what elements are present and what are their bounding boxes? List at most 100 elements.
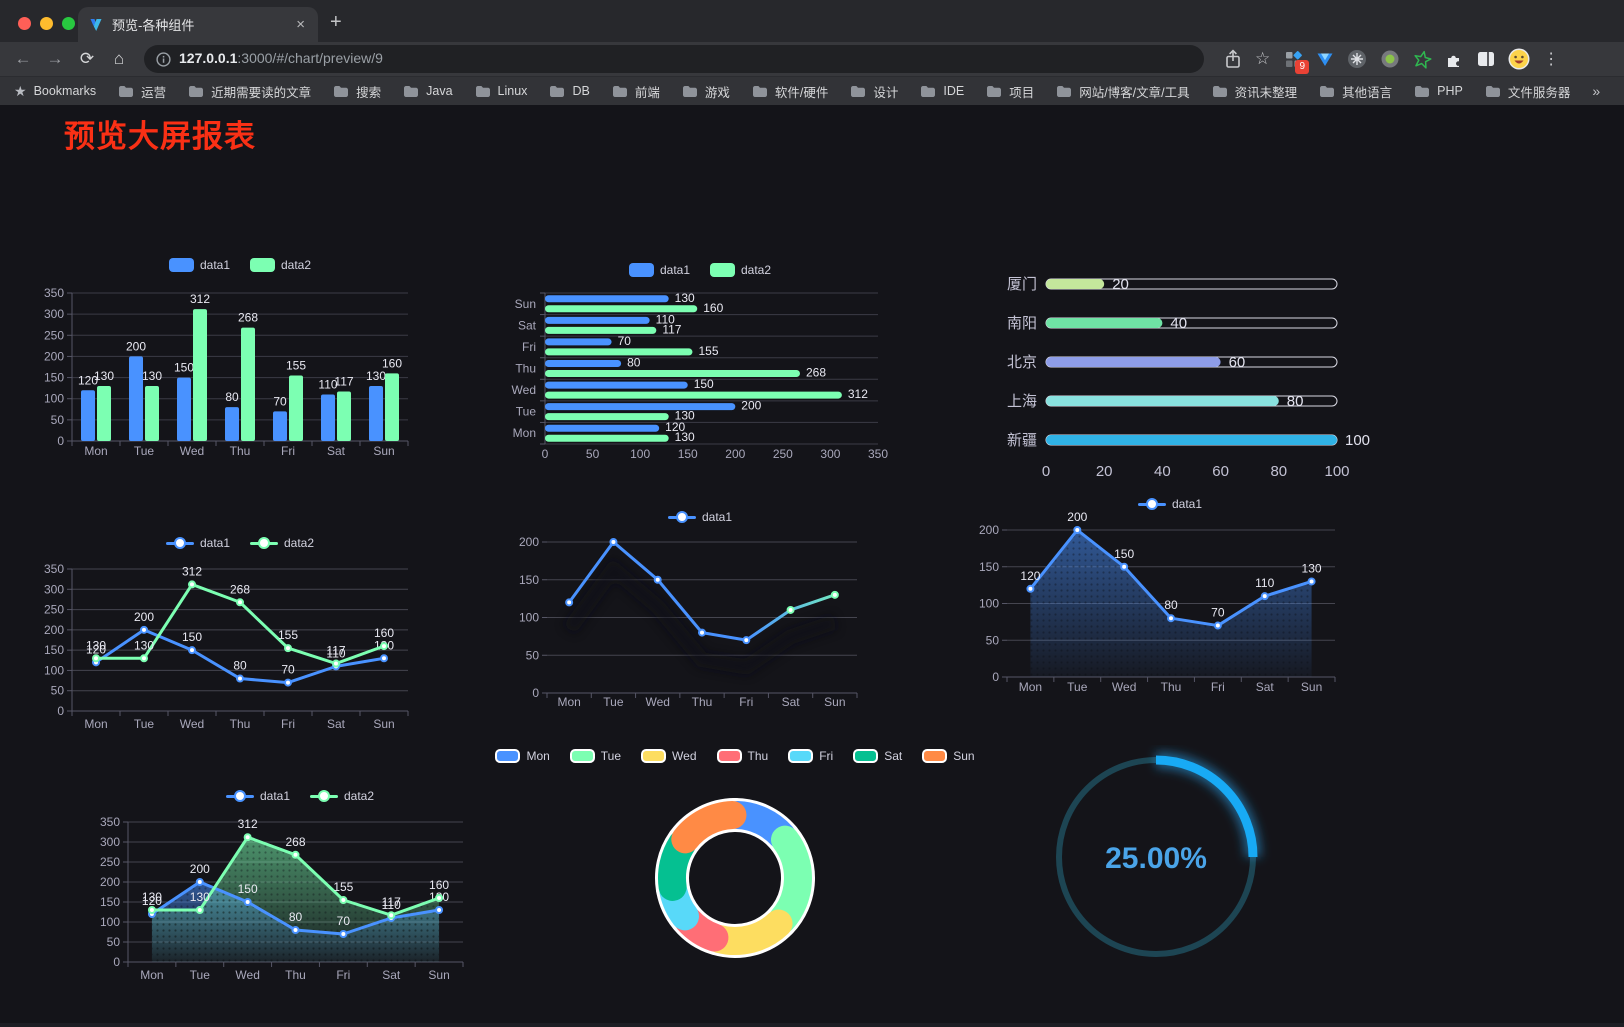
svg-text:150: 150 <box>238 882 258 896</box>
legend-item-Fri[interactable]: Fri <box>788 749 833 763</box>
bookmark-folder[interactable]: 网站/博客/文章/工具 <box>1056 82 1190 101</box>
bookmark-folder[interactable]: 近期需要读的文章 <box>188 82 311 101</box>
svg-text:117: 117 <box>382 895 401 909</box>
home-button[interactable]: ⌂ <box>113 49 125 68</box>
forward-button[interactable]: → <box>46 49 64 68</box>
bookmark-folder[interactable]: 资讯未整理 <box>1212 82 1297 101</box>
bookmark-folder[interactable]: 运营 <box>118 82 166 101</box>
chart-canvas[interactable]: 0 50 100 150 200 250 300 350 Mon Tue Wed Thu Fri Sat S… <box>90 785 510 993</box>
svg-text:Thu: Thu <box>1161 680 1182 694</box>
bookmark-folder[interactable]: 设计 <box>850 82 898 101</box>
chart-dual-line[interactable]: data1 data2 0 50 100 150 200 250 300 350 Mon Tue Wed… <box>30 533 450 745</box>
chart-dual-area[interactable]: data1 data2 0 50 100 150 200 250 300 350 Mon Tue Wed… <box>90 785 510 993</box>
close-window-button[interactable] <box>18 17 31 30</box>
legend-item-data1[interactable]: data1 <box>225 789 290 803</box>
bookmarks-overflow-chevron[interactable]: » <box>1592 83 1601 99</box>
extensions-puzzle-icon[interactable] <box>1445 50 1464 69</box>
chart-canvas[interactable]: 0 50 100 150 200 Mon Tue Wed Thu Fri Sat Sun <box>490 505 910 717</box>
legend-item-Mon[interactable]: Mon <box>495 749 550 763</box>
bookmark-folder[interactable]: 项目 <box>986 82 1034 101</box>
bookmark-folder[interactable]: 文件服务器 <box>1485 82 1570 101</box>
toolbar-actions: ☆ 9 <box>1224 48 1560 74</box>
legend-item-data2[interactable]: data2 <box>250 536 314 550</box>
svg-text:Thu: Thu <box>230 717 251 731</box>
bookmarks-root[interactable]: ★ Bookmarks <box>14 83 96 100</box>
chart-legend: data1 data2 <box>30 536 450 550</box>
chart-donut-pie[interactable]: Mon Tue Wed Thu Fri Sat Sun <box>495 745 975 990</box>
legend-item-data2[interactable]: data2 <box>710 263 771 277</box>
reload-button[interactable]: ⟳ <box>79 49 95 68</box>
svg-text:130: 130 <box>675 409 695 423</box>
new-tab-button[interactable]: + <box>330 11 342 33</box>
chart-canvas[interactable]: 厦门 20 南阳 40 北京 60 上海 80 新疆 100 0 20 40 60 80 100 <box>990 265 1410 480</box>
chart-gradient-line[interactable]: data1 0 50 100 150 200 Mon Tue Wed Thu Fri Sat Sun <box>490 505 910 717</box>
legend-item-Thu[interactable]: Thu <box>716 749 768 763</box>
share-icon[interactable] <box>1224 49 1242 69</box>
legend-item-data1[interactable]: data1 <box>165 536 230 550</box>
chart-canvas[interactable] <box>535 745 935 990</box>
bookmark-folder[interactable]: PHP <box>1414 82 1463 101</box>
gray-extension-icon[interactable] <box>1347 49 1367 69</box>
chart-canvas[interactable]: 0 50 100 150 200 Mon Tue Wed Thu Fri Sat Sun 120 200 1… <box>970 493 1370 703</box>
legend-item-Sun[interactable]: Sun <box>922 749 975 763</box>
svg-text:Thu: Thu <box>230 444 251 458</box>
green-star-extension-icon[interactable] <box>1413 50 1432 69</box>
legend-item-data2[interactable]: data2 <box>310 789 374 803</box>
minimize-window-button[interactable] <box>40 17 53 30</box>
legend-item-data1[interactable]: data1 <box>1137 497 1202 511</box>
chart-progress-capsules[interactable]: 厦门 20 南阳 40 北京 60 上海 80 新疆 100 0 20 40 60 80 100 <box>990 265 1410 480</box>
chart-grouped-bar[interactable]: data1 data2 0 50 100 150 200 250 300 350 Mon Tue Wed… <box>30 255 450 470</box>
chart-canvas[interactable]: 0 50 100 150 200 250 300 350 Mon Tue Wed Thu Fri Sat S… <box>30 255 450 470</box>
svg-text:150: 150 <box>100 895 120 909</box>
svg-text:130: 130 <box>675 291 695 305</box>
bookmark-folder[interactable]: 搜索 <box>333 82 381 101</box>
bookmark-folder[interactable]: Linux <box>475 82 528 101</box>
svg-text:150: 150 <box>519 573 539 587</box>
bookmark-folder[interactable]: Java <box>403 82 453 101</box>
svg-text:268: 268 <box>230 582 250 596</box>
svg-text:160: 160 <box>382 356 402 370</box>
legend-item-data1[interactable]: data1 <box>628 263 690 277</box>
bookmark-folder-label: Linux <box>497 84 528 98</box>
legend-item-Wed[interactable]: Wed <box>641 749 697 763</box>
maximize-window-button[interactable] <box>62 17 75 30</box>
chart-canvas[interactable]: 0 50 100 150 200 250 300 350 Mon Tue Wed Thu Fri Sat S… <box>30 533 450 745</box>
legend-marker-icon <box>569 749 595 763</box>
tab-strip: 预览-各种组件 × + <box>0 0 1624 42</box>
legend-item-data1[interactable]: data1 <box>168 258 230 272</box>
legend-label: data2 <box>344 789 375 803</box>
vue-devtools-icon[interactable] <box>1316 50 1334 68</box>
bookmark-folder[interactable]: 游戏 <box>682 82 730 101</box>
bookmark-folder[interactable]: DB <box>549 82 590 101</box>
recorder-extension-icon[interactable] <box>1380 49 1400 69</box>
chart-canvas[interactable]: Sun Sat Fri Thu Wed Tue Mon 0 50 100 150 200 250 300 3… <box>500 260 900 472</box>
bookmark-folder[interactable]: IDE <box>920 82 964 101</box>
legend-item-data1[interactable]: data1 <box>667 510 732 524</box>
chart-gauge-ring[interactable]: 25.00% <box>1040 745 1275 975</box>
site-info-icon[interactable] <box>156 51 171 67</box>
chart-single-area[interactable]: data1 0 50 100 150 200 Mon Tue Wed Thu Fri Sat Sun 12… <box>970 493 1370 703</box>
bookmark-folder[interactable]: 软件/硬件 <box>752 82 828 101</box>
bookmark-star-icon[interactable]: ☆ <box>1255 49 1271 68</box>
folder-icon <box>921 85 936 97</box>
bookmark-folder-label: 网站/博客/文章/工具 <box>1079 85 1190 100</box>
bookmark-folder[interactable]: 其他语言 <box>1319 82 1392 101</box>
svg-text:70: 70 <box>1211 606 1225 620</box>
side-panel-icon[interactable] <box>1477 51 1495 67</box>
back-button[interactable]: ← <box>14 49 32 68</box>
address-bar[interactable]: 127.0.0.1:3000/#/chart/preview/9 <box>144 45 1204 73</box>
extension-tiles-icon[interactable]: 9 <box>1283 49 1310 74</box>
svg-text:Tue: Tue <box>134 444 155 458</box>
menu-kebab-icon[interactable]: ⋮ <box>1543 51 1560 68</box>
chart-canvas[interactable]: 25.00% <box>1040 745 1275 975</box>
legend-item-data2[interactable]: data2 <box>250 258 311 272</box>
tab-close-icon[interactable]: × <box>296 16 305 33</box>
chart-horizontal-bar[interactable]: data1 data2 Sun Sat Fri Thu Wed Tue Mon 0 50 100 150… <box>500 260 900 472</box>
bookmark-folder[interactable]: 前端 <box>612 82 660 101</box>
profile-avatar[interactable] <box>1508 48 1530 70</box>
legend-item-Tue[interactable]: Tue <box>569 749 621 763</box>
browser-tab[interactable]: 预览-各种组件 × <box>78 7 318 42</box>
legend-item-Sat[interactable]: Sat <box>853 749 902 763</box>
svg-text:130: 130 <box>675 430 695 444</box>
svg-text:155: 155 <box>286 358 306 372</box>
